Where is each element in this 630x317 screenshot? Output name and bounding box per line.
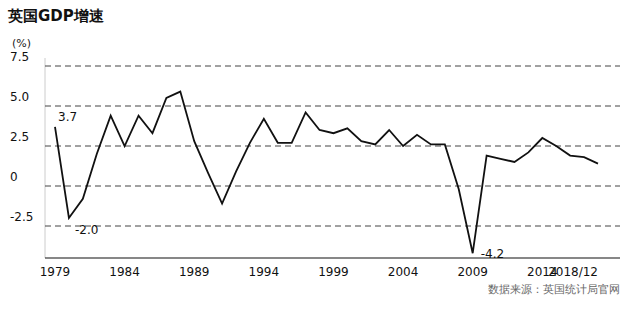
grid-line <box>45 106 620 107</box>
x-tick-label: 2004 <box>388 265 419 279</box>
title: 英国GDP增速 <box>7 7 105 25</box>
annotation: -4.2 <box>481 247 504 261</box>
x-tick-label: 1994 <box>249 265 280 279</box>
y-tick-label: 2.5 <box>10 130 29 144</box>
annotation: 3.7 <box>58 110 77 124</box>
chart: 英国GDP增速 (%)7.5 5.0 2.5 0 -2.5 1979 1984 1989 1994… <box>0 0 630 317</box>
grid-line <box>45 66 620 67</box>
y-axis-label: (%) <box>12 37 31 50</box>
x-tick-label: 2009 <box>457 265 488 279</box>
y-tick-label: 0 <box>10 170 18 184</box>
source: 数据来源：英国统计局官网 <box>488 283 620 296</box>
grid-line <box>45 226 620 227</box>
x-tick-label: 1984 <box>109 265 140 279</box>
y-axis-line <box>45 58 46 258</box>
series-group <box>55 92 598 254</box>
y-tick-label: 7.5 <box>10 50 29 64</box>
x-tick-label: 1999 <box>318 265 349 279</box>
y-tick-label: 5.0 <box>10 90 29 104</box>
annotation: -2.0 <box>75 223 98 237</box>
y-tick-label: -2.5 <box>10 210 33 224</box>
x-tick-label: 2018/12 <box>548 265 598 279</box>
grid-line <box>45 186 620 187</box>
line <box>55 92 598 254</box>
x-tick-label: 1979 <box>40 265 71 279</box>
x-axis-line <box>45 257 620 258</box>
x-tick-label: 1989 <box>179 265 210 279</box>
